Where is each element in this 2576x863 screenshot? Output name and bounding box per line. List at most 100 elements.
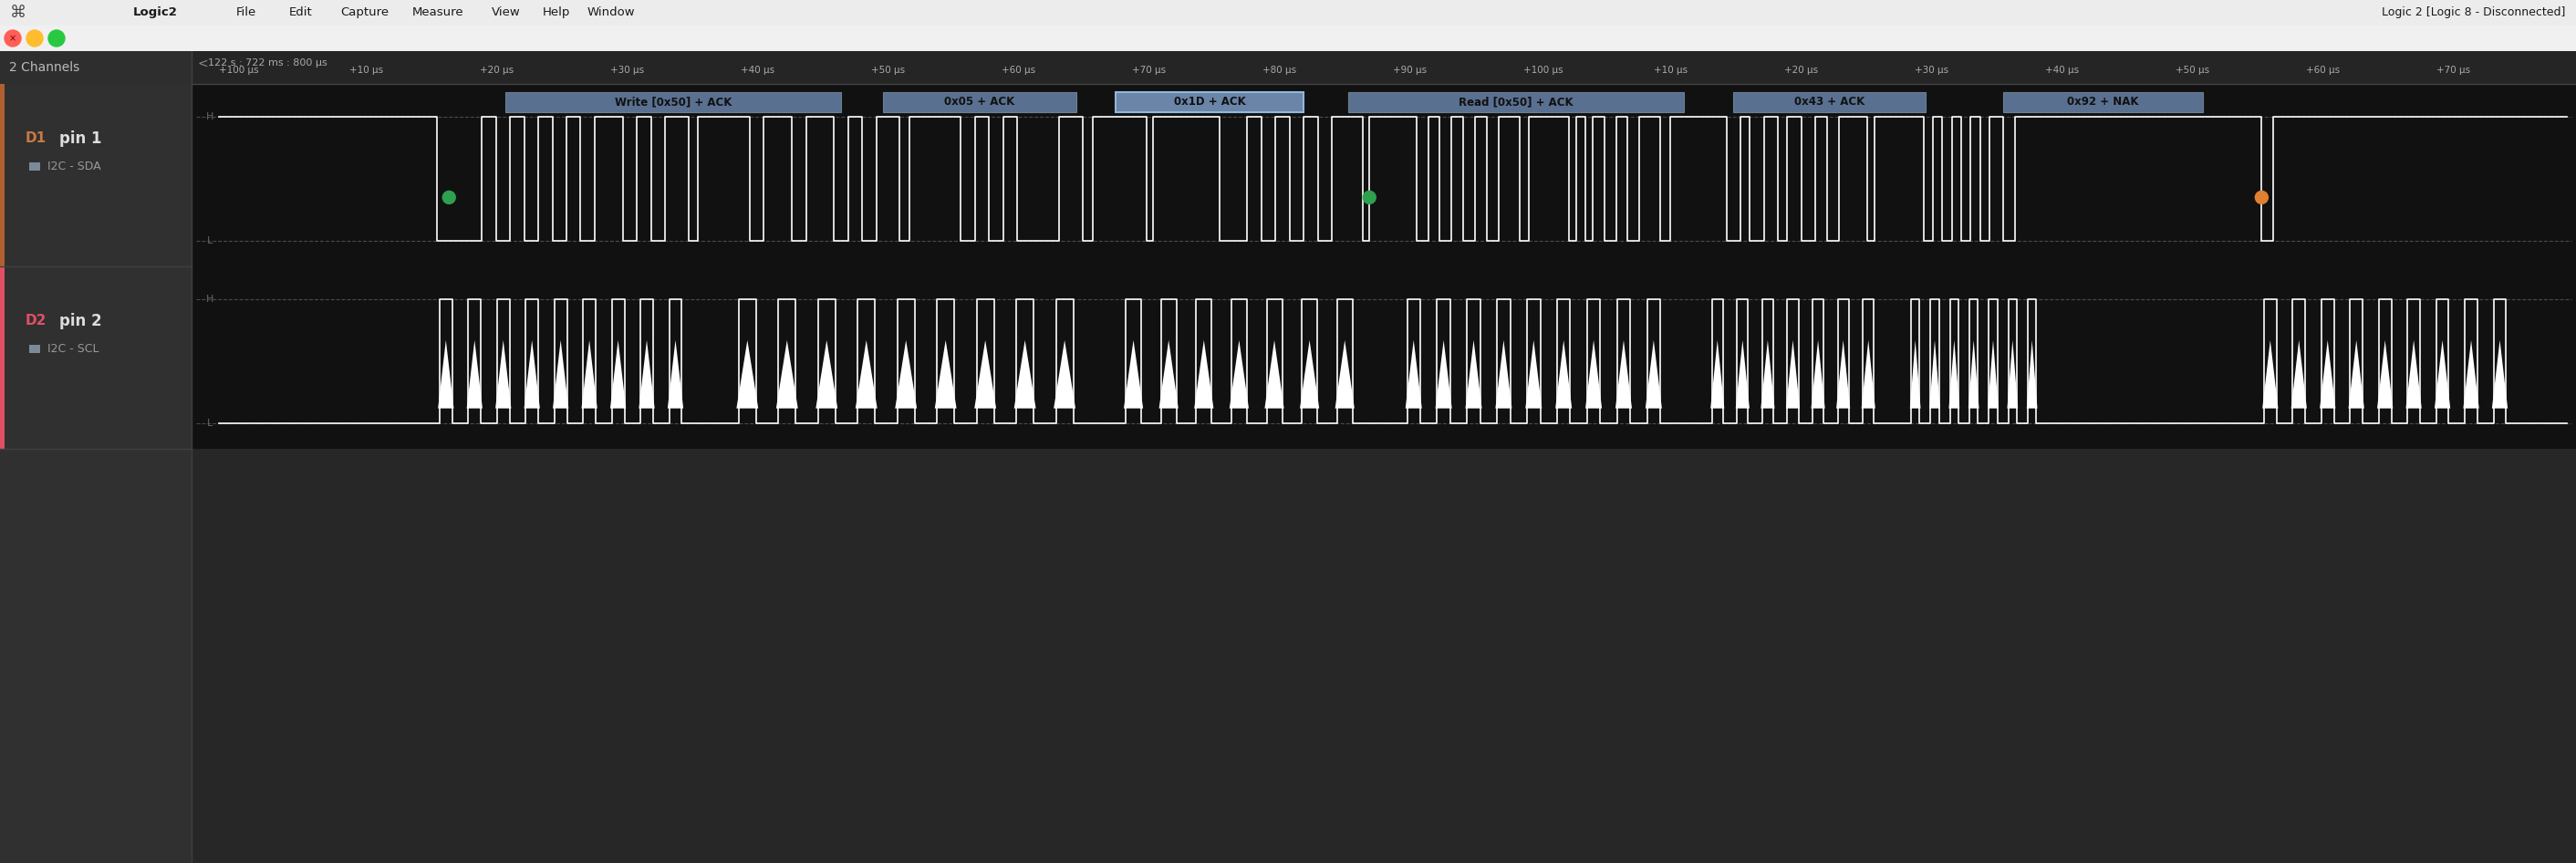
Polygon shape: [1159, 340, 1177, 408]
Polygon shape: [2491, 340, 2506, 408]
Bar: [191, 267, 2576, 449]
Text: 0x1D + ACK: 0x1D + ACK: [1175, 96, 1247, 108]
Polygon shape: [775, 340, 799, 408]
Text: H: H: [206, 112, 214, 122]
Text: Write [0x50] + ACK: Write [0x50] + ACK: [616, 96, 732, 108]
Bar: [191, 51, 2576, 84]
Bar: [0, 51, 191, 84]
Text: <: <: [196, 58, 209, 70]
Polygon shape: [1989, 340, 1999, 408]
Polygon shape: [855, 340, 878, 408]
Polygon shape: [1862, 340, 1875, 408]
Polygon shape: [1015, 340, 1036, 408]
Bar: [1115, 91, 1303, 112]
Polygon shape: [817, 340, 837, 408]
Circle shape: [49, 30, 64, 47]
Polygon shape: [611, 340, 626, 408]
Text: ⌘: ⌘: [10, 4, 26, 21]
Polygon shape: [1646, 340, 1662, 408]
Polygon shape: [1054, 340, 1077, 408]
Polygon shape: [737, 340, 757, 408]
Text: View: View: [492, 7, 520, 19]
Text: Capture: Capture: [340, 7, 389, 19]
Polygon shape: [1229, 340, 1249, 408]
Text: Logic 2 [Logic 8 - Disconnected]: Logic 2 [Logic 8 - Disconnected]: [2380, 7, 2566, 19]
Bar: [1347, 91, 1685, 112]
Text: +90 μs: +90 μs: [1394, 66, 1427, 75]
Text: +70 μs: +70 μs: [2437, 66, 2470, 75]
Polygon shape: [1466, 340, 1481, 408]
Polygon shape: [1929, 340, 1940, 408]
Text: H: H: [206, 294, 214, 304]
Polygon shape: [1811, 340, 1824, 408]
Text: +20 μs: +20 μs: [479, 66, 513, 75]
Polygon shape: [2262, 340, 2277, 408]
Polygon shape: [2434, 340, 2450, 408]
Text: ×: ×: [10, 34, 15, 43]
Bar: [0, 449, 2576, 863]
Polygon shape: [667, 340, 683, 408]
Text: Measure: Measure: [412, 7, 464, 19]
Text: L: L: [206, 236, 214, 245]
Bar: [0, 267, 5, 449]
Text: +60 μs: +60 μs: [1002, 66, 1036, 75]
Text: +30 μs: +30 μs: [611, 66, 644, 75]
Polygon shape: [2378, 340, 2393, 408]
Text: Read [0x50] + ACK: Read [0x50] + ACK: [1458, 96, 1574, 108]
Polygon shape: [1584, 340, 1602, 408]
Polygon shape: [1837, 340, 1850, 408]
Bar: [1734, 91, 1927, 112]
Text: 0x92 + NAK: 0x92 + NAK: [2069, 96, 2138, 108]
Circle shape: [443, 191, 456, 204]
Text: Window: Window: [587, 7, 636, 19]
Bar: [0, 0, 2576, 26]
Bar: [191, 84, 2576, 267]
Polygon shape: [1556, 340, 1571, 408]
Text: 0x05 + ACK: 0x05 + ACK: [945, 96, 1015, 108]
Polygon shape: [2290, 340, 2308, 408]
Text: 2 Channels: 2 Channels: [10, 61, 80, 74]
Text: 0x43 + ACK: 0x43 + ACK: [1795, 96, 1865, 108]
Polygon shape: [1525, 340, 1543, 408]
Text: Edit: Edit: [289, 7, 312, 19]
Polygon shape: [1615, 340, 1633, 408]
Polygon shape: [1435, 340, 1453, 408]
Polygon shape: [1710, 340, 1723, 408]
Polygon shape: [974, 340, 997, 408]
Polygon shape: [1406, 340, 1422, 408]
Polygon shape: [2027, 340, 2038, 408]
Polygon shape: [1334, 340, 1355, 408]
Bar: [0, 51, 191, 863]
Text: pin 1: pin 1: [59, 130, 100, 147]
Polygon shape: [935, 340, 956, 408]
Polygon shape: [438, 340, 453, 408]
Text: Logic2: Logic2: [134, 7, 178, 19]
Polygon shape: [523, 340, 541, 408]
Circle shape: [5, 30, 21, 47]
Polygon shape: [1265, 340, 1283, 408]
Text: D1: D1: [26, 132, 46, 146]
Polygon shape: [582, 340, 598, 408]
Text: I2C - SCL: I2C - SCL: [46, 343, 98, 355]
Text: File: File: [237, 7, 258, 19]
Text: +10 μs: +10 μs: [350, 66, 384, 75]
Bar: [28, 162, 41, 171]
Polygon shape: [1736, 340, 1749, 408]
Polygon shape: [466, 340, 482, 408]
Polygon shape: [1909, 340, 1922, 408]
Text: +70 μs: +70 μs: [1131, 66, 1167, 75]
Bar: [0, 26, 2576, 51]
Polygon shape: [495, 340, 510, 408]
Circle shape: [2254, 191, 2267, 204]
Polygon shape: [2007, 340, 2017, 408]
Bar: [0, 84, 5, 267]
Text: +10 μs: +10 μs: [1654, 66, 1687, 75]
Text: +50 μs: +50 μs: [2177, 66, 2210, 75]
Text: Help: Help: [544, 7, 569, 19]
Polygon shape: [1301, 340, 1319, 408]
Polygon shape: [2349, 340, 2365, 408]
Polygon shape: [1950, 340, 1960, 408]
Text: +100 μs: +100 μs: [1522, 66, 1564, 75]
Polygon shape: [1968, 340, 1978, 408]
Text: 122 s : 722 ms : 800 μs: 122 s : 722 ms : 800 μs: [209, 59, 327, 67]
